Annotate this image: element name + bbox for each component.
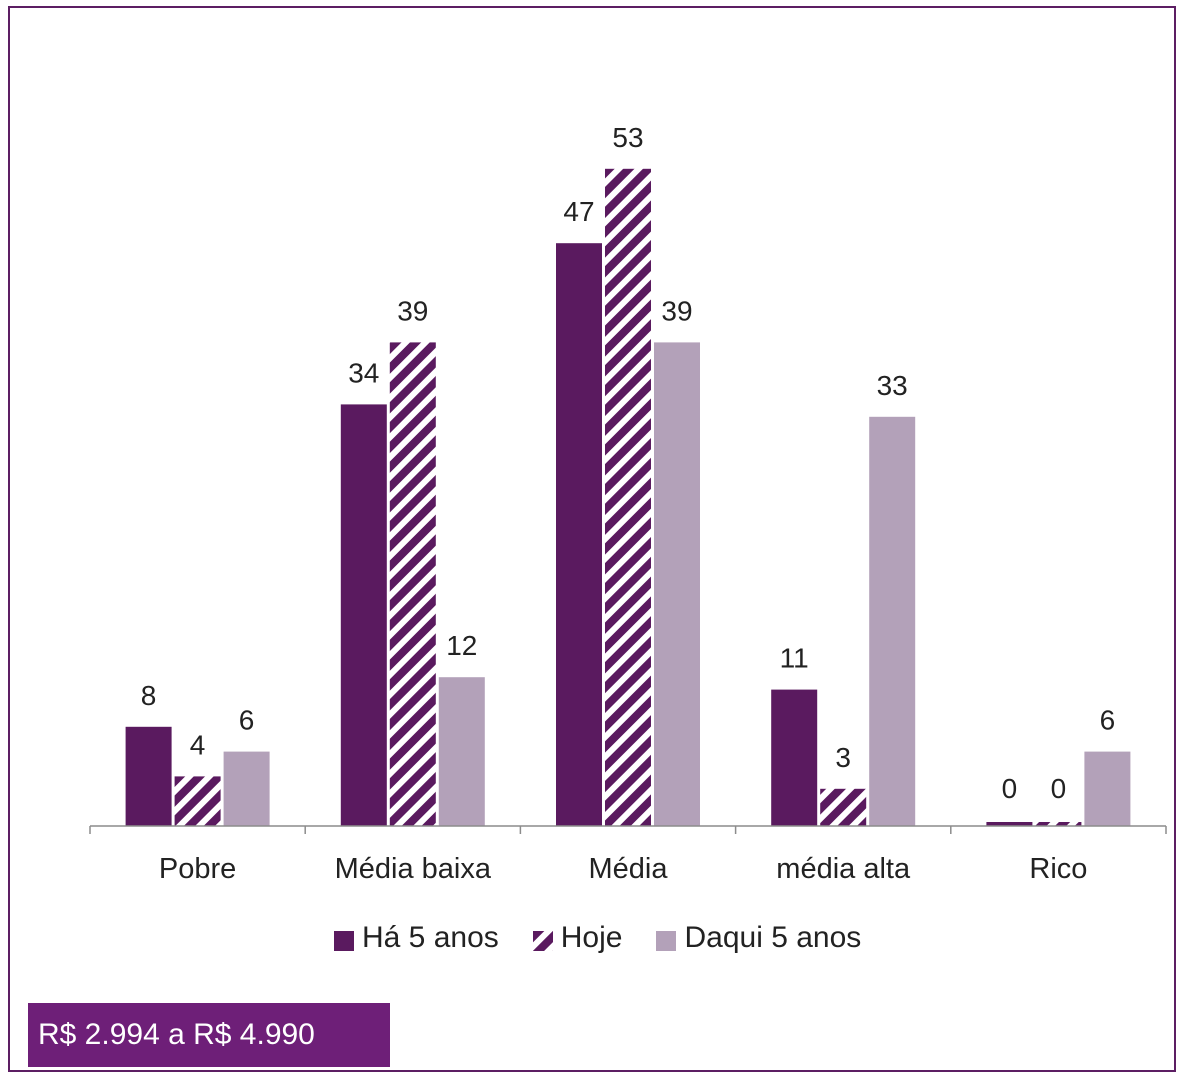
legend-item-ha-5-anos: Há 5 anos xyxy=(334,921,499,955)
bar-2-4 xyxy=(1084,751,1131,826)
data-label: 12 xyxy=(446,630,477,661)
data-label: 34 xyxy=(348,357,379,388)
bar-2-1 xyxy=(438,677,485,826)
category-label: Média baixa xyxy=(335,853,492,885)
legend-label: Daqui 5 anos xyxy=(684,921,862,954)
data-label: 11 xyxy=(780,643,809,674)
bar-0-1 xyxy=(340,404,387,826)
data-label: 8 xyxy=(141,680,157,711)
income-range-badge: R$ 2.994 a R$ 4.990 xyxy=(28,1003,390,1067)
legend-label: Há 5 anos xyxy=(362,921,499,954)
data-label: 33 xyxy=(877,370,908,401)
bar-0-3 xyxy=(771,689,818,826)
data-label: 6 xyxy=(239,705,255,736)
category-label: Pobre xyxy=(159,853,236,885)
data-label: 39 xyxy=(661,295,692,326)
data-label: 39 xyxy=(397,295,428,326)
legend-swatch-dark xyxy=(334,931,354,951)
bar-0-2 xyxy=(556,243,602,826)
data-label: 6 xyxy=(1100,705,1116,736)
legend-item-daqui-5-anos: Daqui 5 anos xyxy=(656,921,861,955)
bar-0-4 xyxy=(986,822,1033,826)
legend-label: Hoje xyxy=(560,921,623,954)
data-label: 53 xyxy=(612,122,643,153)
bar-2-0 xyxy=(223,751,270,826)
category-label: Rico xyxy=(1029,853,1087,885)
data-label: 47 xyxy=(563,196,594,227)
data-label: 4 xyxy=(190,729,206,760)
data-label: 0 xyxy=(1002,773,1018,804)
bar-1-4 xyxy=(1035,822,1082,826)
bar-1-1 xyxy=(389,342,436,826)
legend: Há 5 anos Hoje Daqui 5 anos xyxy=(334,918,861,958)
bar-2-2 xyxy=(654,342,700,826)
bar-1-3 xyxy=(820,788,867,826)
legend-item-hoje: Hoje xyxy=(532,921,623,955)
bar-1-2 xyxy=(605,168,651,827)
bar-2-3 xyxy=(869,416,916,826)
bar-0-0 xyxy=(125,726,172,826)
bar-1-0 xyxy=(174,776,221,826)
category-label: Média xyxy=(589,853,669,885)
legend-swatch-light xyxy=(656,931,677,951)
legend-swatch-hatched xyxy=(532,931,553,951)
data-label: 3 xyxy=(835,742,851,773)
category-label: média alta xyxy=(776,853,911,885)
data-label: 0 xyxy=(1051,773,1067,804)
